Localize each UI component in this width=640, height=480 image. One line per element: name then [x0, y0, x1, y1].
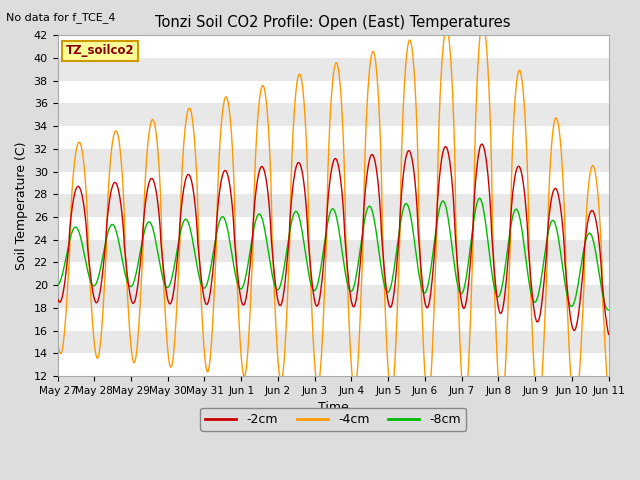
-4cm [116, 149, 124, 155]
-8cm [54, 282, 61, 288]
Bar [58, 104, 609, 126]
-8cm [265, 252, 273, 258]
Bar [58, 126, 609, 149]
Bar [58, 353, 609, 376]
-8cm [594, 263, 602, 269]
X-axis label: Time: Time [317, 401, 348, 414]
Bar [58, 331, 609, 353]
-2cm [149, 177, 157, 182]
-2cm [535, 318, 543, 324]
Text: TZ_soilco2: TZ_soilco2 [66, 44, 134, 57]
Line: -2cm: -2cm [58, 144, 609, 335]
-2cm [116, 198, 124, 204]
-8cm [476, 195, 483, 201]
Legend: -2cm, -4cm, -8cm: -2cm, -4cm, -8cm [200, 408, 466, 431]
-8cm [149, 227, 157, 232]
-4cm [149, 117, 157, 123]
-8cm [604, 307, 612, 313]
-2cm [54, 295, 61, 301]
Bar [58, 81, 609, 104]
Bar [58, 263, 609, 285]
-8cm [116, 247, 124, 252]
Bar [58, 149, 609, 171]
Title: Tonzi Soil CO2 Profile: Open (East) Temperatures: Tonzi Soil CO2 Profile: Open (East) Temp… [156, 15, 511, 30]
Bar [58, 194, 609, 217]
-4cm [535, 405, 543, 411]
-4cm [479, 20, 486, 25]
-4cm [571, 408, 579, 414]
Line: -8cm: -8cm [58, 198, 609, 310]
Text: No data for f_TCE_4: No data for f_TCE_4 [6, 12, 116, 23]
-2cm [605, 332, 612, 337]
Bar [58, 240, 609, 263]
-2cm [594, 230, 602, 236]
-8cm [535, 290, 543, 296]
-8cm [289, 214, 296, 220]
Y-axis label: Soil Temperature (C): Soil Temperature (C) [15, 142, 28, 270]
Bar [58, 217, 609, 240]
Bar [58, 308, 609, 331]
Bar [58, 58, 609, 81]
-8cm [605, 307, 612, 313]
-2cm [478, 141, 486, 147]
Line: -4cm: -4cm [58, 23, 609, 411]
-2cm [289, 185, 296, 191]
Bar [58, 171, 609, 194]
Bar [58, 36, 609, 58]
Bar [58, 285, 609, 308]
-2cm [265, 199, 273, 204]
-4cm [289, 135, 296, 141]
-4cm [54, 336, 61, 342]
-4cm [595, 194, 602, 200]
-4cm [605, 395, 612, 400]
-4cm [265, 132, 273, 138]
